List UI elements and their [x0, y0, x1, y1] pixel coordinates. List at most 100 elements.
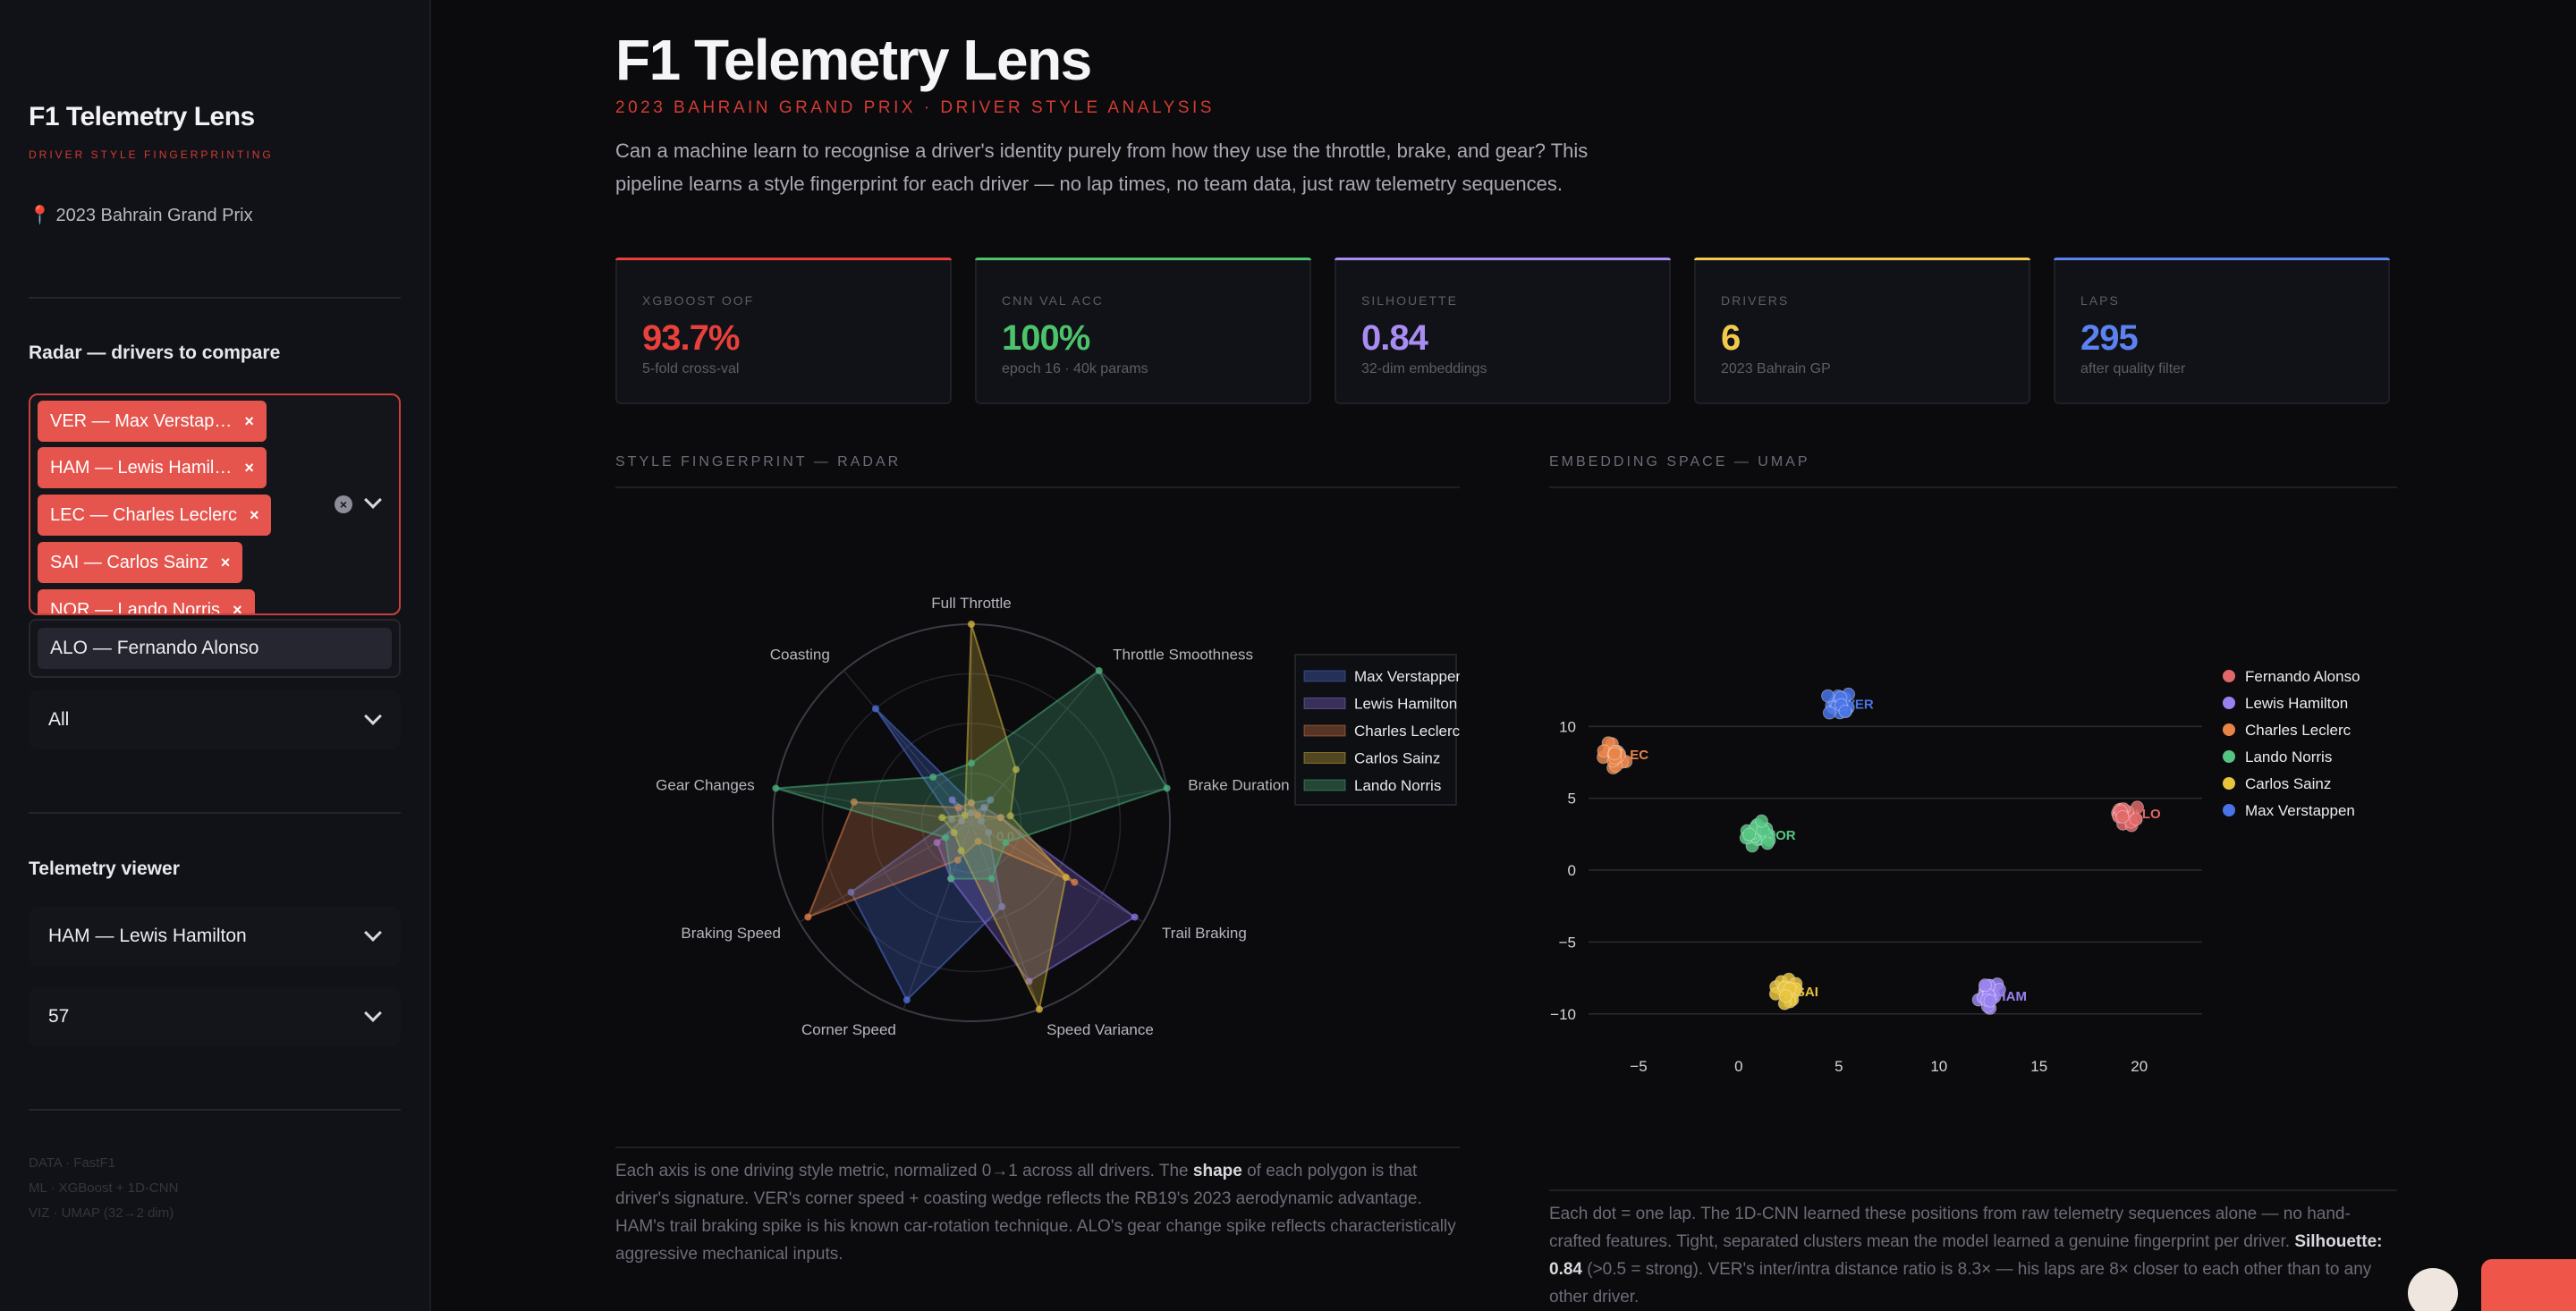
- clear-all-icon[interactable]: ×: [335, 495, 352, 513]
- driver-chip-sai[interactable]: SAI — Carlos Sainz ×: [38, 542, 243, 583]
- metric-card: SILHOUETTE 0.84 32-dim embeddings: [1335, 258, 1671, 404]
- radar-point: [968, 621, 975, 628]
- caption-emphasis: Silhouette: 0.84: [1549, 1232, 2383, 1279]
- driver-chip-ver[interactable]: VER — Max Verstap… ×: [38, 401, 267, 442]
- legend-item: Charles Leclerc: [2245, 722, 2351, 739]
- driver-multiselect[interactable]: VER — Max Verstap… × HAM — Lewis Hamil… × …: [29, 393, 401, 615]
- radar-point: [977, 817, 985, 825]
- radar-point: [996, 814, 1004, 822]
- chip-label: VER — Max Verstap…: [50, 410, 233, 431]
- viewer-lap-select[interactable]: 57: [29, 987, 401, 1046]
- radar-chart: Full Throttle Throttle Smoothness Brake Du…: [656, 595, 1460, 1038]
- radar-point: [968, 799, 975, 807]
- radar-point: [987, 875, 996, 883]
- user-avatar[interactable]: [2408, 1268, 2458, 1311]
- section-rule: [1549, 1189, 2397, 1191]
- radar-spoke: [970, 822, 1144, 923]
- radar-axis-label: Throttle Smoothness: [1113, 647, 1253, 664]
- section-rule: [615, 486, 1460, 488]
- card-accent-bar: [975, 258, 1311, 260]
- driver-chip-lec[interactable]: LEC — Charles Leclerc ×: [38, 495, 272, 536]
- chip-remove-icon[interactable]: ×: [249, 505, 259, 524]
- radar-point: [957, 847, 965, 855]
- legend-marker: [2223, 777, 2235, 790]
- radar-point: [1006, 812, 1014, 820]
- umap-point: [1983, 994, 1997, 1008]
- driver-chip-nor[interactable]: NOR — Lando Norris ×: [38, 589, 255, 615]
- dropdown-option-alo[interactable]: ALO — Fernando Alonso: [38, 628, 392, 669]
- umap-point: [2115, 809, 2130, 824]
- umap-point: [1778, 989, 1792, 1003]
- radar-point: [933, 839, 941, 847]
- metric-value: 0.84: [1361, 318, 1428, 358]
- card-accent-bar: [2054, 258, 2390, 260]
- card-accent-bar: [1335, 258, 1671, 260]
- metric-label: SILHOUETTE: [1361, 293, 1458, 308]
- radar-legend: Max Verstappen Lewis Hamilton Charles Lecl…: [1294, 654, 1460, 806]
- chip-label: SAI — Carlos Sainz: [50, 552, 208, 572]
- radar-point: [968, 808, 975, 816]
- metric-note: after quality filter: [2080, 361, 2186, 376]
- main-content: F1 Telemetry Lens 2023 BAHRAIN GRAND PRI…: [431, 0, 2576, 1311]
- filter-select[interactable]: All: [29, 690, 401, 749]
- driver-dropdown-list: ALO — Fernando Alonso: [29, 619, 401, 678]
- radar-point: [948, 796, 956, 804]
- radar-point: [929, 773, 937, 781]
- legend-item: Lewis Hamilton: [2245, 695, 2348, 712]
- umap-point: [1822, 706, 1836, 720]
- radar-point: [958, 817, 966, 825]
- radar-point: [1012, 765, 1020, 774]
- radar-axis-label: Trail Braking: [1162, 925, 1247, 942]
- metric-value: 295: [2080, 318, 2139, 358]
- legend-item: Lando Norris: [2245, 749, 2332, 765]
- legend-marker: [2223, 750, 2235, 763]
- legend-swatch: [1303, 752, 1346, 764]
- chevron-down-icon[interactable]: [364, 491, 382, 509]
- radar-tick-label: 0.0: [996, 829, 1014, 843]
- umap-point: [2129, 812, 2143, 826]
- chip-remove-icon[interactable]: ×: [244, 411, 254, 430]
- umap-caption: Each dot = one lap. The 1D-CNN learned t…: [1549, 1200, 2397, 1311]
- radar-axis-label: Gear Changes: [656, 776, 755, 793]
- footer-ml-stack: ML · XGBoost + 1D-CNN: [29, 1180, 179, 1196]
- radar-point: [1062, 874, 1070, 882]
- location-label: 📍 2023 Bahrain Grand Prix: [29, 206, 253, 225]
- caption-emphasis: shape: [1192, 1162, 1242, 1180]
- radar-point: [871, 705, 879, 713]
- metric-card: CNN VAL ACC 100% epoch 16 · 40k params: [975, 258, 1311, 404]
- viewer-lap-value: 57: [48, 1006, 70, 1027]
- chevron-down-icon: [364, 1004, 382, 1022]
- section-rule: [1549, 486, 2397, 488]
- radar-point: [954, 803, 962, 811]
- legend-swatch: [1303, 670, 1346, 682]
- caption-text: of each polygon is that driver's signatu…: [615, 1162, 1456, 1264]
- radar-point: [850, 798, 858, 806]
- sidebar-app-title: F1 Telemetry Lens: [29, 102, 255, 131]
- radar-point: [987, 796, 995, 804]
- chip-remove-icon[interactable]: ×: [233, 600, 242, 615]
- umap-section-title: EMBEDDING SPACE — UMAP: [1549, 454, 1810, 469]
- chip-label: LEC — Charles Leclerc: [50, 504, 237, 525]
- metric-note: 5-fold cross-val: [642, 361, 740, 376]
- driver-chip-ham[interactable]: HAM — Lewis Hamil… ×: [38, 447, 267, 488]
- radar-axis-label: Full Throttle: [931, 595, 1011, 612]
- umap-point: [1978, 978, 1992, 993]
- radar-point: [938, 814, 946, 822]
- umap-y-tick: 10: [1559, 718, 1576, 735]
- chip-remove-icon[interactable]: ×: [220, 553, 231, 571]
- umap-point: [1760, 836, 1775, 850]
- crown-icon[interactable]: [2481, 1259, 2576, 1311]
- radar-point: [1002, 839, 1010, 847]
- section-rule: [615, 1146, 1460, 1148]
- sidebar: F1 Telemetry Lens DRIVER STYLE FINGERPRI…: [0, 0, 431, 1311]
- viewer-driver-select[interactable]: HAM — Lewis Hamilton: [29, 907, 401, 966]
- legend-marker: [2223, 670, 2235, 682]
- caption-text: Each dot = one lap. The 1D-CNN learned t…: [1549, 1205, 2351, 1251]
- legend-item: Carlos Sainz: [1354, 750, 1440, 767]
- radar-axis-label: Coasting: [770, 647, 830, 664]
- chip-remove-icon[interactable]: ×: [244, 458, 254, 477]
- filter-select-value: All: [48, 709, 70, 730]
- radar-point: [772, 784, 780, 792]
- page-title: F1 Telemetry Lens: [615, 28, 1092, 92]
- sidebar-app-subtitle: DRIVER STYLE FINGERPRINTING: [29, 148, 274, 161]
